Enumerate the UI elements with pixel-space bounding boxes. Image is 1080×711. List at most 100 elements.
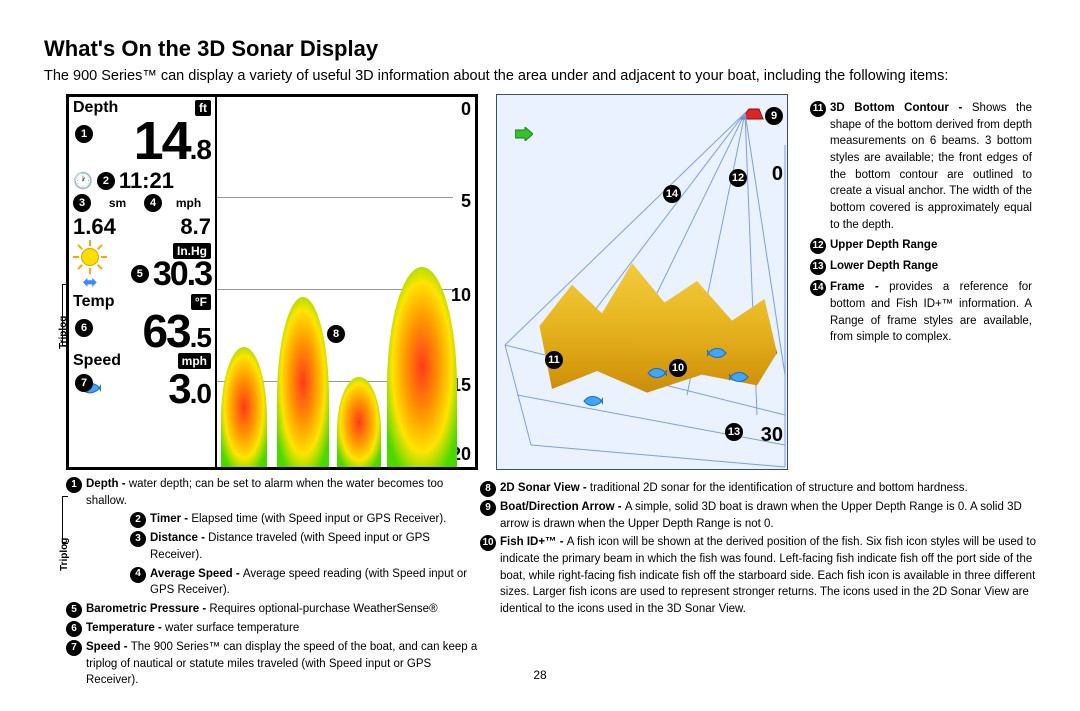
distance-value: 1.64 (73, 214, 116, 240)
legend-left: Triplog 1Depth - water depth; can be set… (66, 476, 480, 689)
triplog-bracket-2 (62, 496, 68, 544)
legend-term: Distance - (150, 532, 208, 544)
callout-4: 4 (144, 194, 162, 212)
weather-trend-icon: ⬌ (73, 272, 107, 293)
legend-bullet: 12 (810, 238, 826, 254)
legend-desc: traditional 2D sonar for the identificat… (590, 482, 968, 494)
legend-item-10: 10 Fish ID+™ - A fish icon will be shown … (480, 534, 1040, 617)
sonar-return (221, 347, 267, 467)
legend-term: Temperature - (86, 622, 165, 634)
legend-bullet: 4 (130, 567, 146, 583)
legend-desc: water depth; can be set to alarm when th… (86, 478, 443, 507)
page-title: What's On the 3D Sonar Display (44, 36, 1036, 62)
legend-item-9: 9Boat/Direction Arrow - A simple, solid … (480, 499, 1040, 532)
legend-item-6: 6 Temperature - water surface temperature (66, 620, 480, 637)
legend-term: 2D Sonar View - (500, 482, 590, 494)
avgspeed-unit: mph (166, 196, 211, 210)
legend-item-5: 5 Barometric Pressure - Requires optional… (66, 601, 480, 618)
baro-value: 30.3 (153, 259, 211, 290)
legend-desc: A fish icon will be shown at the derived… (500, 536, 1036, 615)
depth-label: Depth (73, 99, 118, 117)
legend-item-3: 3Distance - Distance traveled (with Spee… (130, 530, 480, 563)
legend-mid: 8 2D Sonar View - traditional 2D sonar fo… (480, 480, 1040, 620)
depth-value: 14.8 (73, 117, 211, 166)
fish-icon (647, 367, 667, 379)
legend-term: Average Speed - (150, 568, 243, 580)
legend-bullet: 11 (810, 101, 826, 117)
page-number: 28 (0, 668, 1080, 682)
legend-item-4: 4Average Speed - Average speed reading (… (130, 566, 480, 599)
legend-item-1: 1Depth - water depth; can be set to alar… (66, 476, 480, 509)
legend-desc: Elapsed time (with Speed input or GPS Re… (191, 513, 446, 525)
distance-unit: sm (95, 196, 140, 210)
upper-range-value: 0 (772, 163, 783, 186)
temp-unit: °F (191, 294, 211, 310)
legend-item-11: 11 3D Bottom Contour - Shows the shape of… (810, 100, 1032, 233)
weather-sun-icon (75, 242, 105, 272)
legend-bullet: 10 (480, 535, 496, 551)
temp-value: 63.5 (73, 311, 211, 352)
depth-unit: ft (195, 100, 211, 116)
callout-3: 3 (73, 194, 91, 212)
lower-range-value: 30 (761, 424, 783, 447)
legend-term: Upper Depth Range (830, 239, 937, 251)
legend-desc: Requires optional-purchase WeatherSense® (209, 603, 437, 615)
legend-bullet: 13 (810, 259, 826, 275)
legend-term: Depth - (86, 478, 129, 490)
legend-bullet: 6 (66, 621, 82, 637)
scale-0: 0 (461, 99, 471, 120)
callout-10: 10 (669, 359, 687, 377)
timer-value: 11:21 (119, 168, 174, 194)
legend-item-8: 8 2D Sonar View - traditional 2D sonar fo… (480, 480, 1040, 497)
sonar-return (337, 377, 381, 467)
fish-icon (729, 371, 749, 383)
fish-icon (707, 347, 727, 359)
sonar-2d-view: 8 0 5 10 15 20 (217, 97, 475, 467)
legend-term: Timer - (150, 513, 191, 525)
sonar-display-device: Depthft 1 14.8 🕐 2 11:21 3 sm 4 (66, 94, 478, 470)
legend-desc: Shows the shape of the bottom derived fr… (830, 102, 1032, 231)
legend-bullet: 7 (66, 640, 82, 656)
sonar-3d-view: 9 12 0 14 11 10 13 30 (496, 94, 788, 470)
legend-bullet: 8 (480, 481, 496, 497)
legend-term: Boat/Direction Arrow - (500, 501, 625, 513)
sonar-return (387, 267, 457, 467)
speed-label: Speed (73, 352, 121, 370)
legend-item-2: 2 Timer - Elapsed time (with Speed input … (130, 511, 480, 528)
legend-term: 3D Bottom Contour - (830, 102, 972, 114)
callout-12: 12 (729, 169, 747, 187)
callout-14: 14 (663, 185, 681, 203)
legend-bullet: 5 (66, 602, 82, 618)
legend-term: Frame - (830, 281, 889, 293)
fish-icon (583, 395, 603, 407)
callout-8: 8 (327, 325, 345, 343)
callout-7: 7 (75, 374, 93, 392)
intro-text: The 900 Series™ can display a variety of… (44, 68, 1036, 84)
legend-bullet: 9 (480, 500, 496, 516)
legend-bullet: 2 (130, 512, 146, 528)
legend-item-14: 14Frame - provides a reference for botto… (810, 279, 1032, 346)
legend-desc: water surface temperature (165, 622, 299, 634)
legend-right: 11 3D Bottom Contour - Shows the shape of… (810, 100, 1032, 346)
callout-2: 2 (97, 172, 115, 190)
legend-term: Fish ID+™ - (500, 536, 567, 548)
legend-term: Speed - (86, 641, 131, 653)
callout-11: 11 (545, 351, 563, 369)
temp-label: Temp (73, 293, 114, 311)
avgspeed-value: 8.7 (180, 214, 211, 240)
legend-item-13: 13 Lower Depth Range (810, 258, 1032, 275)
legend-item-12: 12 Upper Depth Range (810, 237, 1032, 254)
readouts-column: Depthft 1 14.8 🕐 2 11:21 3 sm 4 (69, 97, 217, 467)
callout-5: 5 (131, 265, 149, 283)
legend-bullet: 3 (130, 531, 146, 547)
callout-13: 13 (725, 423, 743, 441)
scale-5: 5 (461, 191, 471, 212)
sonar-return (277, 297, 329, 467)
scale-10: 10 (451, 285, 471, 306)
legend-term: Barometric Pressure - (86, 603, 209, 615)
callout-9: 9 (765, 107, 783, 125)
legend-term: Lower Depth Range (830, 260, 938, 272)
callout-6: 6 (75, 319, 93, 337)
legend-bullet: 14 (810, 280, 826, 296)
callout-1: 1 (75, 125, 93, 143)
